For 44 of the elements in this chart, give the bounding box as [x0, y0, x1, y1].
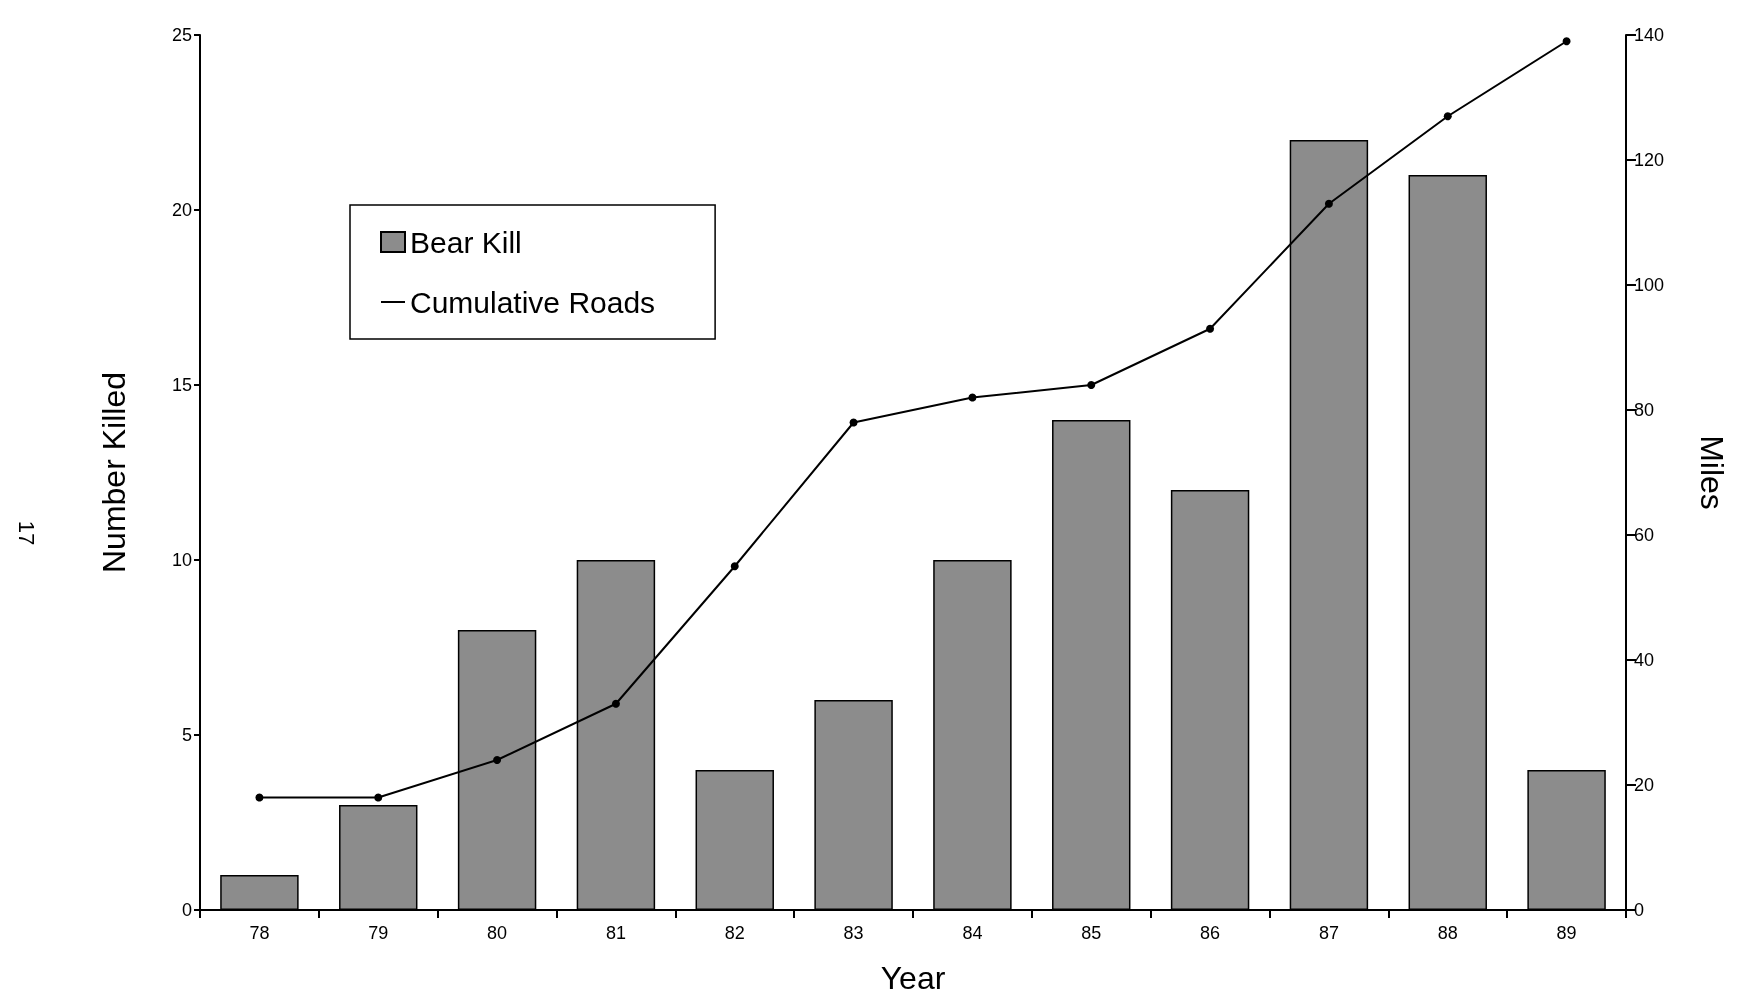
x-tick-label: 85: [1081, 923, 1102, 943]
y-tick-label: 0: [181, 900, 192, 920]
y2-tick-label: 0: [1634, 900, 1645, 920]
y2-tick-label: 140: [1634, 25, 1665, 45]
point: [730, 562, 739, 571]
y2-tick-label: 80: [1634, 400, 1655, 420]
x-tick-label: 89: [1556, 923, 1577, 943]
x-tick-label: 87: [1318, 923, 1339, 943]
x-tick-label: 80: [487, 923, 508, 943]
y-tick-label: 10: [171, 550, 192, 570]
x-tick-label: 78: [249, 923, 270, 943]
x-tick-label: 83: [843, 923, 864, 943]
y2-axis-title: Miles: [1694, 435, 1730, 510]
x-tick-label: 88: [1437, 923, 1458, 943]
point: [493, 756, 502, 764]
legend-label: Cumulative Roads: [410, 285, 656, 319]
y2-tick-label: 60: [1634, 525, 1655, 545]
point: [1443, 112, 1452, 121]
y-tick-label: 20: [171, 200, 192, 220]
y-tick-label: 25: [171, 25, 192, 45]
x-tick-label: 82: [724, 923, 745, 943]
point: [1562, 37, 1571, 46]
text: 17: [13, 520, 40, 546]
point: [374, 793, 383, 802]
point: [1206, 324, 1215, 333]
x-tick-label: 84: [962, 923, 983, 943]
x-tick-label: 79: [368, 923, 389, 943]
point: [255, 793, 264, 802]
point: [611, 699, 620, 708]
x-axis-title: Year: [880, 960, 946, 996]
point: [1087, 381, 1096, 389]
point: [849, 418, 858, 427]
y2-tick-label: 40: [1634, 650, 1655, 670]
y2-tick-label: 100: [1634, 275, 1665, 295]
legend-label: Bear Kill: [410, 225, 522, 259]
y2-tick-label: 20: [1634, 775, 1655, 795]
x-tick-label: 81: [605, 923, 626, 943]
y-tick-label: 15: [171, 375, 192, 395]
point: [968, 393, 977, 402]
y-axis-title: Number Killed: [96, 372, 132, 573]
x-tick-label: 86: [1200, 923, 1221, 943]
y-tick-label: 5: [181, 725, 192, 745]
y2-tick-label: 120: [1634, 150, 1665, 170]
point: [1324, 199, 1333, 208]
